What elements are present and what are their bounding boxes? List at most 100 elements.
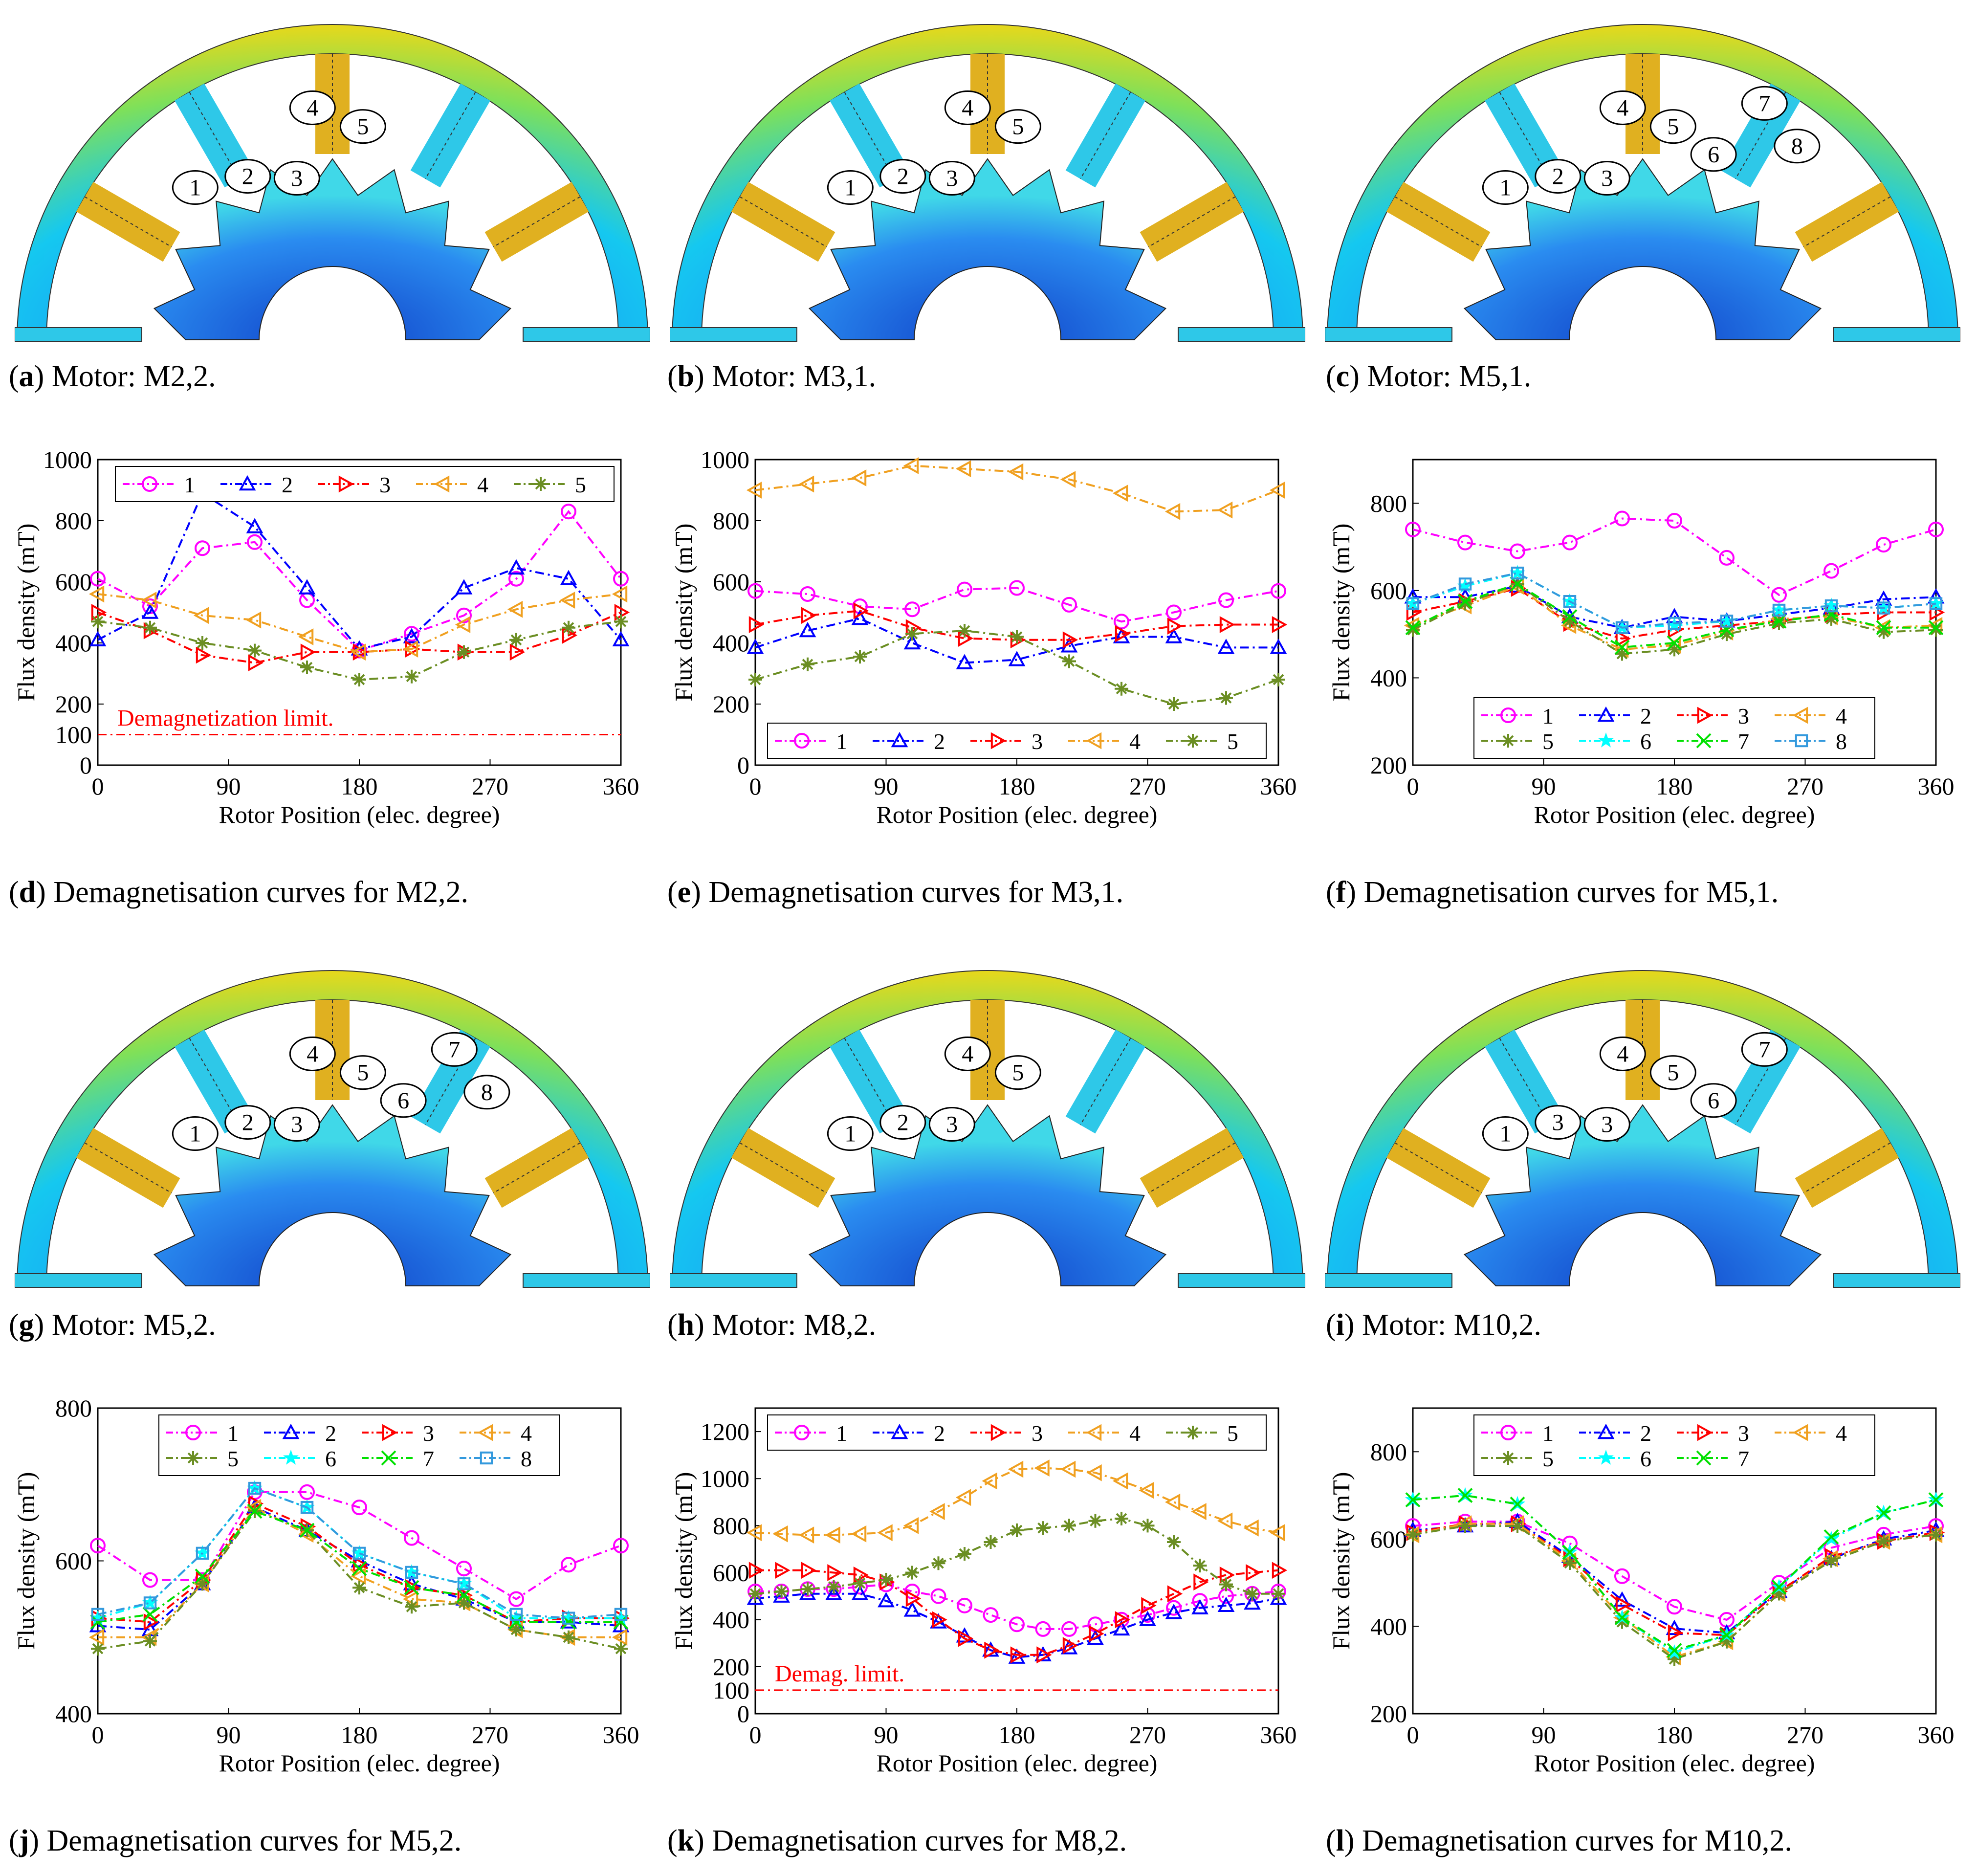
data-point: [903, 1517, 919, 1534]
data-point: [1928, 1492, 1944, 1507]
data-point: [1140, 1607, 1156, 1623]
data-point: [196, 1546, 209, 1560]
caption-f: (f) Demagnetisation curves for M5,1.: [1326, 876, 1779, 909]
magnet-outline: [1803, 1142, 1891, 1193]
data-point: [1615, 630, 1631, 647]
series-5: [748, 1511, 1285, 1601]
data-point: [382, 1424, 398, 1441]
series-5: [91, 615, 628, 686]
x-tick-label: 270: [1129, 772, 1166, 800]
data-point: [1011, 1524, 1023, 1536]
y-tick-label: 600: [1370, 1525, 1407, 1553]
data-point: [930, 1588, 946, 1604]
point-label-bubble: [1690, 1083, 1737, 1118]
legend-label: 8: [521, 1446, 532, 1471]
point-label: 1: [844, 175, 856, 201]
data-point: [351, 1552, 368, 1567]
data-point: [1010, 1646, 1026, 1664]
legend-label: 4: [477, 472, 488, 497]
data-point: [1061, 596, 1077, 613]
series-line: [97, 1502, 621, 1623]
data-point: [1697, 706, 1713, 724]
x-tick-label: 0: [749, 772, 762, 800]
legend-label: 1: [1542, 704, 1554, 728]
series-2: [747, 609, 1287, 669]
data-point: [990, 732, 1007, 750]
magnet-outline: [1394, 196, 1482, 247]
data-point: [1008, 463, 1024, 481]
data-point: [455, 616, 471, 633]
magnet-outline: [1394, 1142, 1482, 1193]
point-label: 6: [1708, 1088, 1719, 1114]
chart-e: 0 90 180 270 360 0 200 400 600 800 1000 Rotor Posit…: [670, 450, 1297, 828]
point-label-bubble: [380, 1083, 427, 1118]
data-point: [1405, 620, 1421, 636]
data-point: [828, 1581, 839, 1592]
series-line: [97, 510, 622, 652]
data-point: [1167, 1585, 1183, 1603]
data-point: [1405, 521, 1421, 537]
data-point: [959, 625, 970, 637]
y-tick-label: 600: [713, 1559, 749, 1587]
data-point: [929, 1503, 945, 1520]
data-point: [1878, 626, 1889, 638]
x-axis-label: Rotor Position (elec. degree): [877, 801, 1158, 828]
data-point: [92, 1643, 104, 1655]
stator-tooth: [731, 1128, 835, 1208]
base-magnet: [1178, 327, 1305, 342]
data-point: [193, 607, 209, 624]
data-point: [299, 1523, 315, 1538]
legend-label: 3: [1738, 704, 1749, 728]
data-point: [456, 1588, 472, 1603]
data-point: [1269, 482, 1285, 499]
data-point: [1795, 734, 1808, 748]
stator-tooth: [484, 182, 589, 262]
data-point: [612, 1629, 628, 1646]
series-5: [748, 624, 1285, 711]
data-point: [381, 1450, 396, 1466]
series-7: [1405, 1488, 1944, 1658]
point-label: 4: [307, 1041, 318, 1067]
x-tick-label: 0: [749, 1721, 762, 1748]
data-point: [1876, 1505, 1891, 1521]
data-point: [91, 1608, 105, 1621]
point-label-bubble: [339, 1055, 386, 1090]
data-point: [300, 643, 316, 661]
legend-label: 6: [1640, 1446, 1651, 1471]
legend-label: 5: [1227, 729, 1238, 754]
chart-f: 0 90 180 270 360 200 400 600 800 Rotor Position (…: [1327, 459, 1955, 828]
magnet-outline: [493, 196, 581, 247]
series-line: [97, 1487, 621, 1619]
data-point: [195, 540, 210, 556]
point-label-bubble: [944, 1036, 991, 1071]
x-tick-label: 90: [1532, 1721, 1556, 1748]
data-point: [1458, 577, 1472, 591]
data-point: [458, 646, 470, 658]
data-point: [434, 475, 450, 493]
y-tick-label: 0: [80, 751, 92, 779]
series-line: [1412, 1525, 1936, 1660]
data-point: [1061, 1621, 1077, 1637]
legend-label: 3: [1032, 1421, 1043, 1446]
legend-label: 2: [325, 1421, 336, 1446]
data-point: [1696, 733, 1712, 749]
data-point: [1009, 580, 1025, 596]
y-tick-label: 400: [55, 629, 92, 657]
point-label-bubble: [172, 170, 219, 205]
caption-g: (g) Motor: M5,2.: [9, 1308, 216, 1342]
data-point: [405, 1566, 418, 1579]
data-point: [1510, 543, 1525, 559]
legend-label: 7: [1738, 1446, 1749, 1471]
point-label: 5: [1012, 1060, 1024, 1086]
data-point: [851, 1585, 869, 1601]
data-point: [1112, 1472, 1128, 1490]
data-point: [772, 1525, 788, 1543]
data-point: [853, 602, 869, 619]
data-point: [905, 1590, 922, 1607]
data-point: [1614, 1610, 1630, 1625]
data-point: [404, 1530, 419, 1546]
point-label: 1: [189, 175, 201, 201]
point-label-bubble: [1583, 1106, 1630, 1142]
x-tick-label: 0: [92, 1721, 104, 1748]
base-magnet: [15, 327, 142, 342]
